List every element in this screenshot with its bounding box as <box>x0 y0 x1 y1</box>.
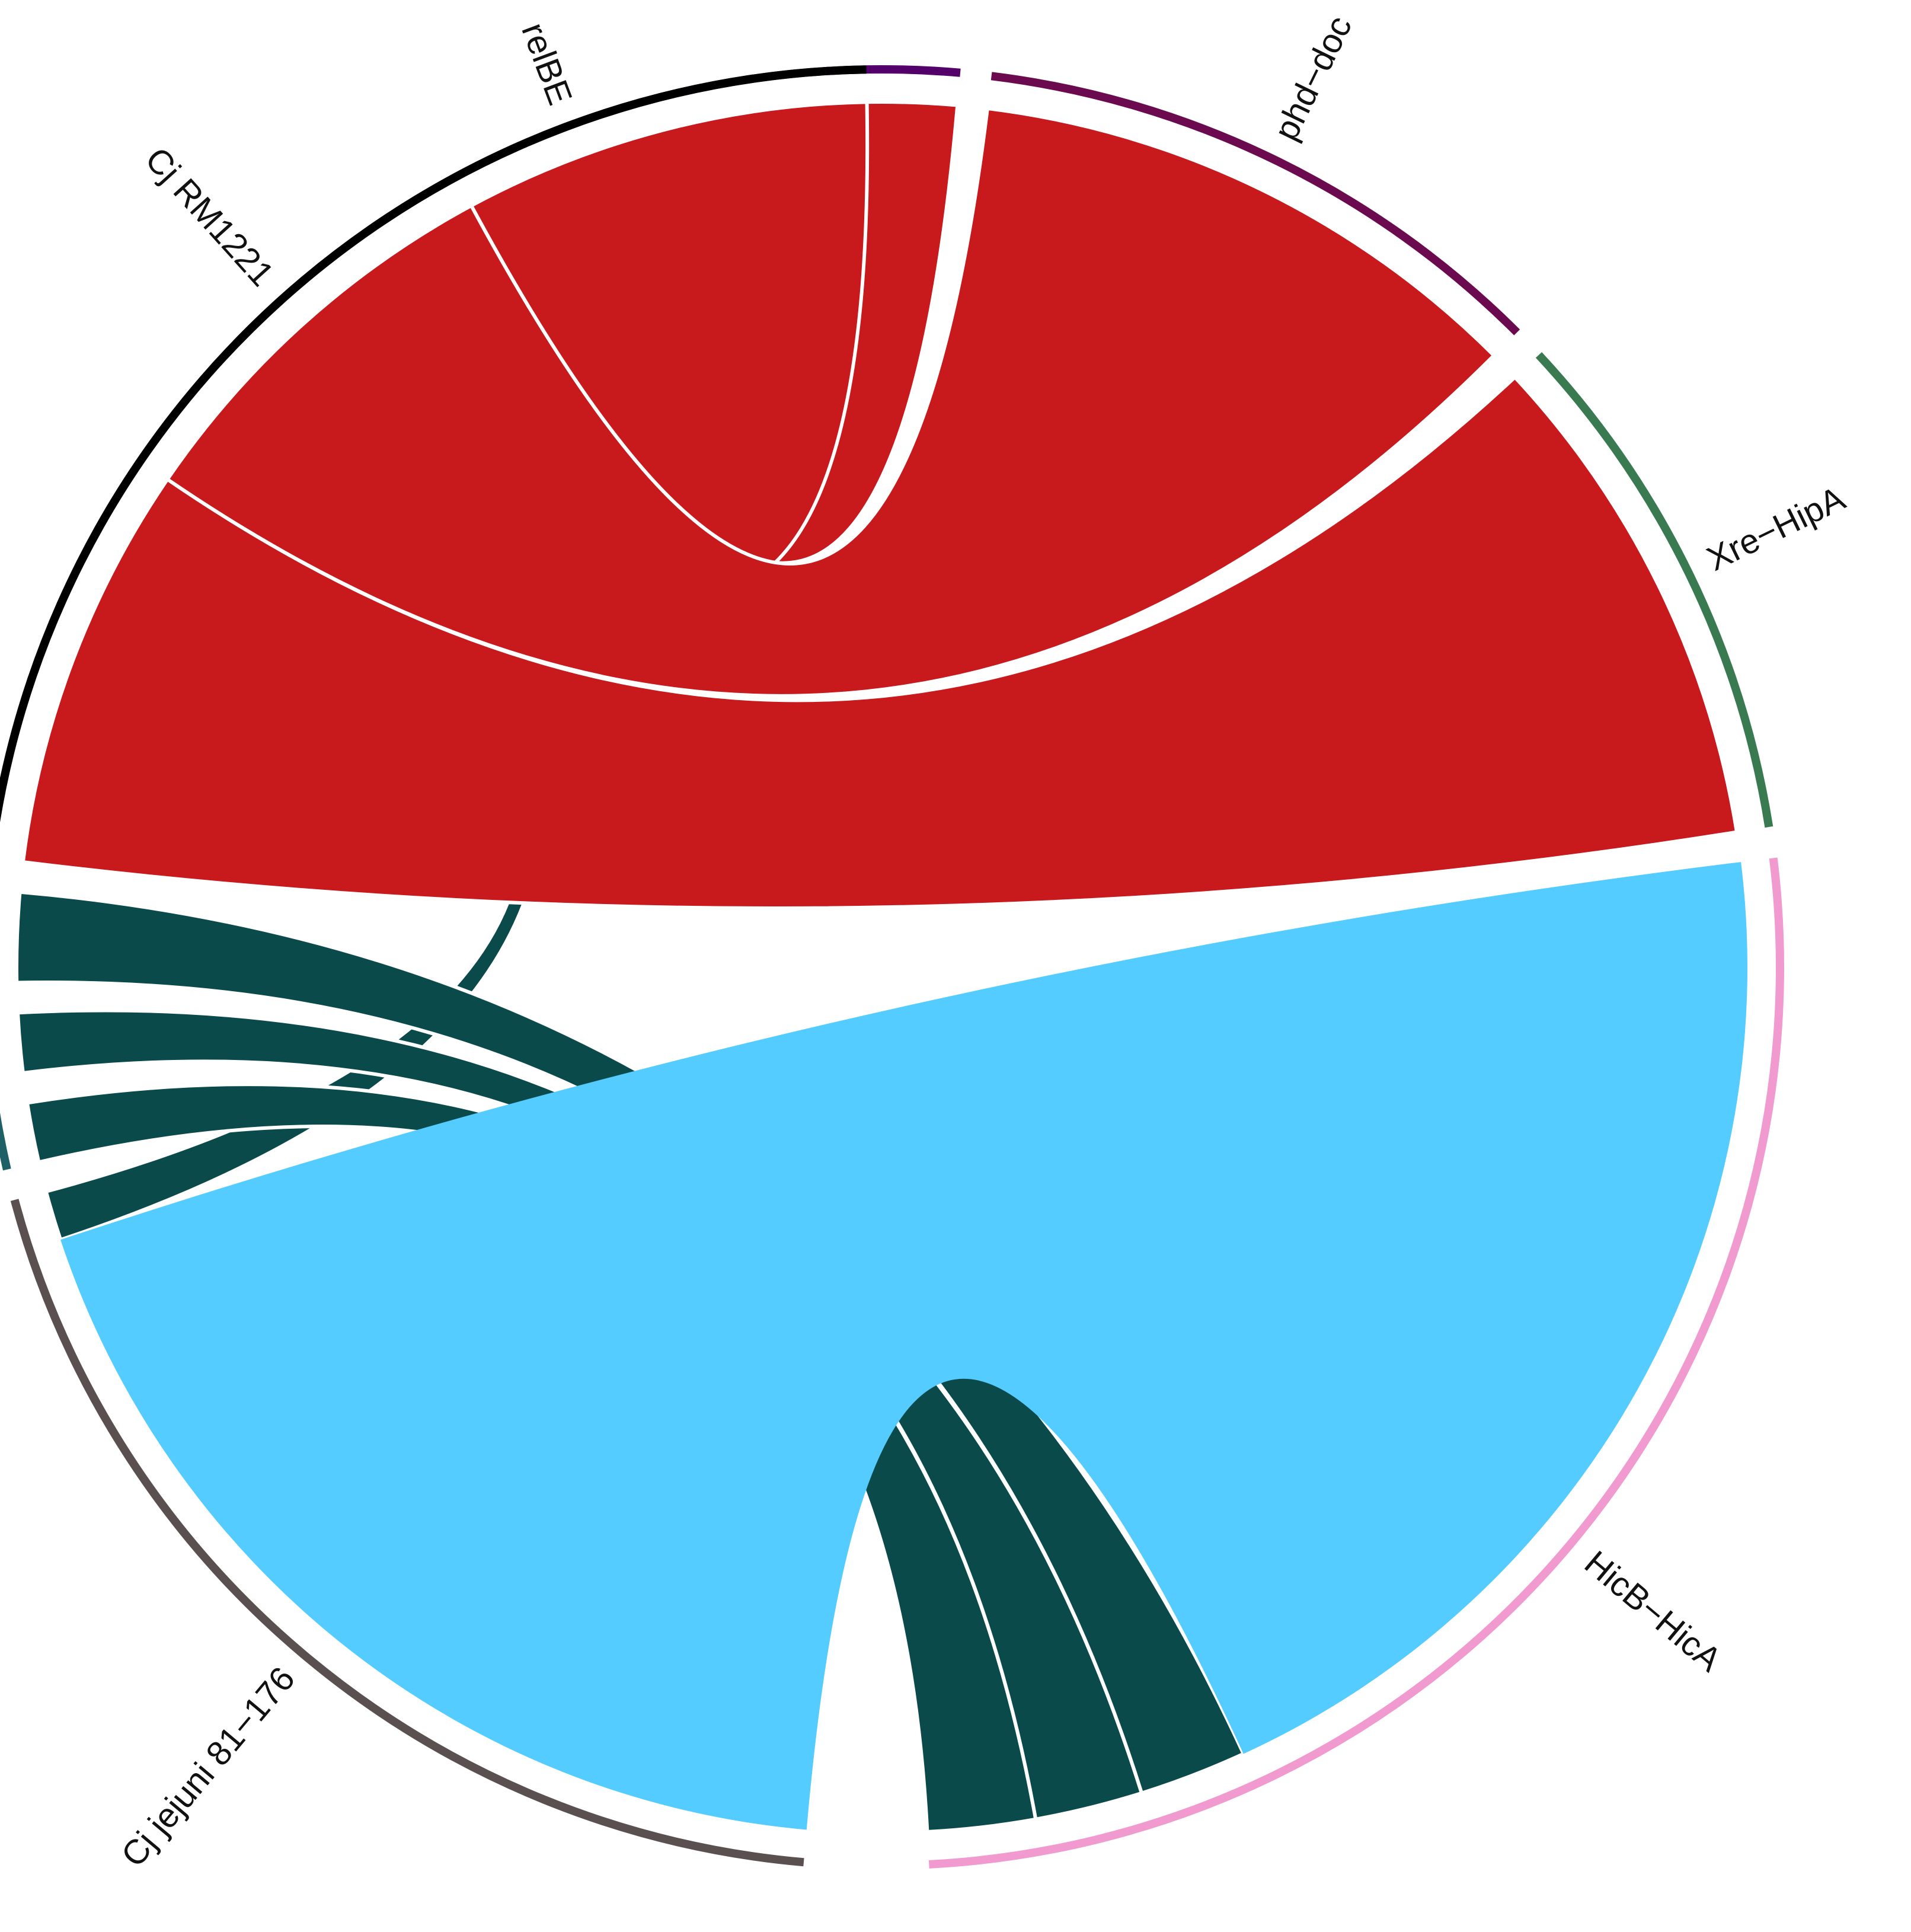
sector-arc-cj81 <box>10 1199 804 1867</box>
chord-xre-rm1221 <box>21 375 1739 910</box>
sector-label-rm1221: Cj RM1221 <box>138 140 281 293</box>
sector-arc-rm1221 <box>0 65 867 823</box>
sector-arc-hicb <box>928 857 1784 1869</box>
sector-arc-phd <box>990 72 1520 336</box>
sector-arc-doylei <box>0 1112 11 1171</box>
sector-label-phd: phd−doc <box>1267 10 1360 146</box>
sector-label-cj81: Cj jejuni 81−176 <box>114 1660 302 1874</box>
sector-label-xre: Xre−HipA <box>1701 479 1851 579</box>
sector-arc-xre <box>1535 352 1773 828</box>
sector-label-relBE: relBE <box>514 18 580 110</box>
chord-hicb-cj81 <box>60 862 1748 1830</box>
sector-label-hicb: HicB−HicA <box>1577 1543 1729 1679</box>
